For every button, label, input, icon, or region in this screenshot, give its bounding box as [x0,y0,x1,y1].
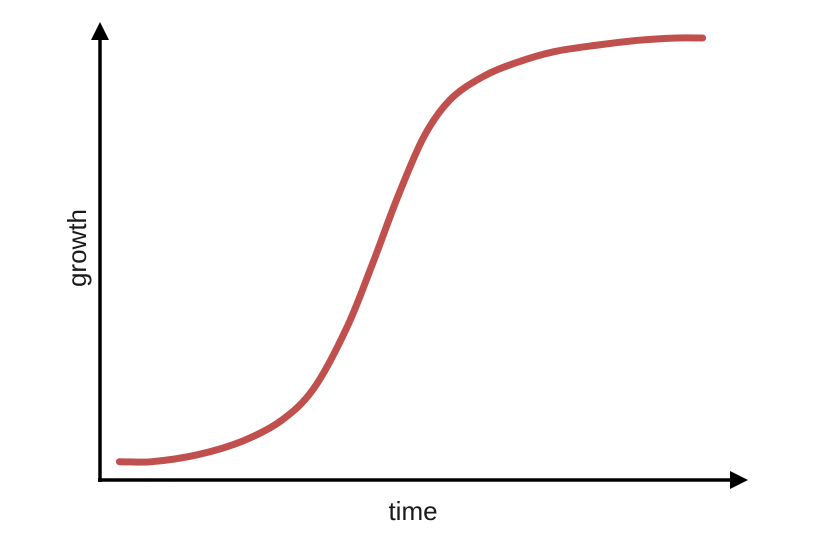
series-line-0 [115,34,707,466]
axes [91,22,748,489]
y-axis-label: growth [62,209,92,287]
x-axis-label: time [388,496,437,526]
series-layer [115,34,707,466]
y-axis-arrow-icon [91,22,109,40]
x-axis-arrow-icon [730,471,748,489]
